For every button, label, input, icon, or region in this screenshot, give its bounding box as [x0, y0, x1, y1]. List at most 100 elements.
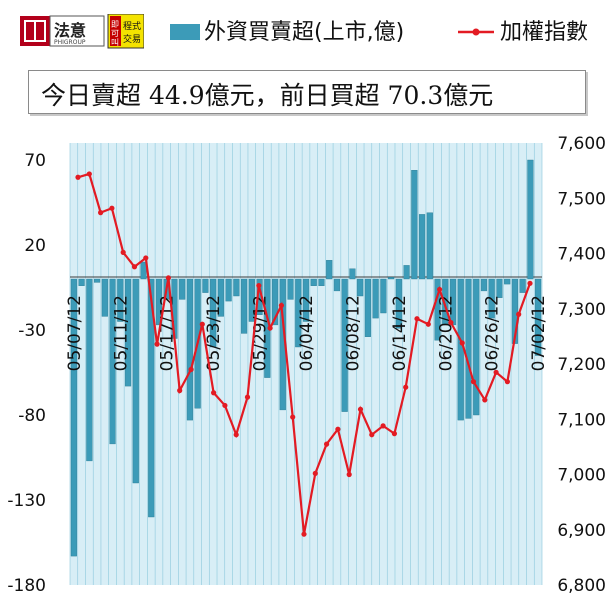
index-point [199, 321, 205, 327]
bar [241, 278, 248, 334]
index-point [267, 325, 273, 331]
bar [442, 278, 449, 326]
bar [333, 278, 341, 292]
index-point [109, 205, 115, 211]
bar [519, 278, 526, 293]
index-point [244, 394, 251, 400]
index-point [369, 432, 375, 438]
index-point [335, 426, 341, 432]
left-tick-label: -180 [7, 576, 46, 596]
bar [271, 278, 279, 326]
index-point [131, 264, 138, 270]
bar [86, 278, 93, 462]
date-label: 05/23/12 [204, 295, 224, 371]
bar [94, 278, 101, 283]
bar [310, 278, 317, 287]
index-point [403, 384, 409, 390]
index-point [98, 210, 104, 216]
bar [326, 260, 333, 280]
date-label: 06/26/12 [483, 295, 503, 371]
index-point [470, 379, 477, 385]
index-point [324, 441, 330, 447]
bar [496, 278, 503, 298]
index-point [120, 249, 126, 255]
index-point [527, 280, 533, 286]
right-tick-label: 7,400 [557, 245, 606, 265]
index-point [425, 321, 431, 327]
bar [295, 278, 302, 348]
date-label: 06/08/12 [343, 295, 363, 371]
bar [217, 278, 224, 317]
bar [109, 278, 116, 445]
index-point [380, 423, 386, 429]
index-point [177, 387, 183, 394]
index-point [312, 470, 318, 476]
bar [287, 278, 294, 300]
bar [341, 278, 348, 412]
summary-text: 今日賣超 44.9億元，前日買超 70.3億元 [41, 81, 494, 110]
bar [225, 278, 232, 302]
bar [473, 278, 480, 416]
svg-text:交易: 交易 [123, 33, 141, 45]
index-point [143, 255, 149, 261]
index-point [165, 275, 171, 281]
bar [248, 278, 255, 322]
bar [380, 278, 387, 314]
bar [364, 278, 371, 337]
index-point [516, 311, 522, 317]
date-label: 06/14/12 [390, 295, 410, 371]
logo: 法意 PHIGROUP 即 可 叫 程式 交易 [20, 13, 145, 50]
bar [148, 278, 155, 518]
left-tick-label: 70 [24, 151, 46, 171]
bar [101, 278, 108, 317]
right-tick-label: 6,800 [557, 576, 606, 596]
bar [179, 278, 186, 300]
bar [395, 278, 402, 329]
right-tick-label: 7,600 [557, 134, 606, 154]
date-label: 06/20/12 [436, 295, 456, 371]
legend-line-swatch [458, 28, 494, 36]
bar [186, 278, 194, 421]
bar [457, 278, 464, 421]
bar [155, 278, 163, 326]
index-point [75, 174, 81, 180]
bar [70, 278, 77, 557]
right-tick-label: 7,200 [557, 355, 606, 375]
left-tick-label: -30 [18, 321, 46, 341]
date-label: 06/04/12 [297, 295, 317, 371]
index-point [256, 282, 262, 289]
bar [357, 278, 364, 297]
index-point [437, 286, 443, 293]
index-point [391, 431, 397, 437]
date-label: 05/07/12 [65, 295, 85, 371]
left-axis-ticks: 70 20 -30 -80 -130 -180 [7, 151, 46, 596]
bar [117, 278, 124, 322]
index-point [233, 432, 239, 438]
bar [411, 169, 418, 280]
bar [388, 277, 395, 280]
index-point [301, 531, 307, 537]
right-tick-label: 7,000 [557, 466, 606, 486]
left-tick-label: 20 [24, 236, 46, 256]
bar [132, 278, 139, 484]
index-point [448, 319, 454, 326]
index-point [86, 171, 92, 177]
index-points [75, 171, 533, 537]
bar [488, 278, 495, 319]
bar [233, 278, 240, 297]
bar [426, 212, 433, 280]
bar [210, 278, 217, 348]
right-axis-ticks: 7,600 7,500 7,400 7,300 7,200 7,100 7,000 6,900… [557, 134, 606, 596]
bar [349, 268, 356, 280]
date-axis-labels: 05/07/12 05/11/12 05/17/12 05/23/12 05/29/12… [65, 295, 549, 371]
bar [535, 278, 542, 356]
bar [124, 278, 132, 387]
index-point [459, 340, 465, 346]
right-tick-label: 7,500 [557, 189, 606, 209]
bar [511, 278, 518, 344]
date-label: 05/11/12 [111, 295, 131, 371]
left-tick-label: -80 [18, 406, 46, 426]
bar [403, 265, 410, 280]
svg-text:叫: 叫 [111, 37, 119, 47]
